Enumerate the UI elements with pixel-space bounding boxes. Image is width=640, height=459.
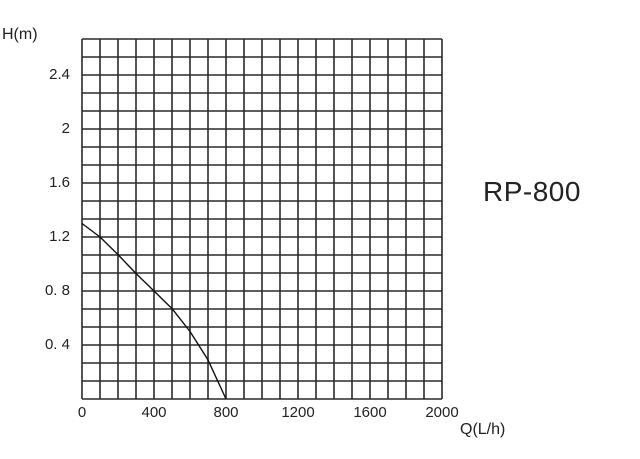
x-tick-label: 800 bbox=[213, 404, 239, 421]
x-axis-title: Q(L/h) bbox=[460, 421, 506, 438]
x-tick-label: 0 bbox=[77, 404, 87, 421]
y-tick-label: 0. 8 bbox=[44, 282, 70, 299]
y-axis-title: H(m) bbox=[2, 26, 38, 43]
y-tick-label: 0. 4 bbox=[44, 336, 70, 353]
y-tick-label: 1.6 bbox=[49, 174, 70, 191]
x-tick-label: 1200 bbox=[281, 404, 315, 421]
y-tick-label: 1.2 bbox=[49, 228, 70, 245]
x-tick-label: 400 bbox=[141, 404, 167, 421]
performance-curve bbox=[81, 222, 227, 400]
y-tick-label: 2.4 bbox=[49, 66, 70, 83]
x-tick-label: 1600 bbox=[353, 404, 387, 421]
y-tick-label: 2 bbox=[61, 120, 70, 137]
x-tick-label: 2000 bbox=[425, 404, 459, 421]
model-title: RP-800 bbox=[483, 176, 581, 207]
